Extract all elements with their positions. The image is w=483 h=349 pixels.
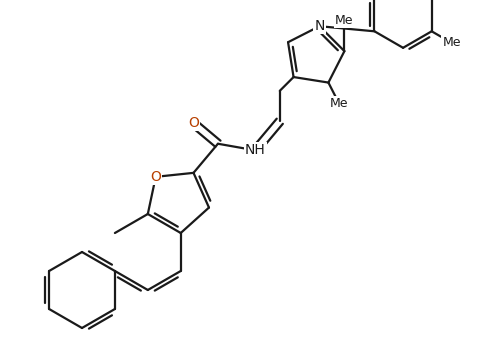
Text: Me: Me (335, 14, 354, 27)
Text: NH: NH (245, 143, 266, 157)
Text: Me: Me (442, 36, 461, 49)
Text: O: O (150, 170, 161, 184)
Text: Me: Me (330, 97, 349, 110)
Text: O: O (188, 116, 199, 130)
Text: N: N (314, 19, 325, 33)
